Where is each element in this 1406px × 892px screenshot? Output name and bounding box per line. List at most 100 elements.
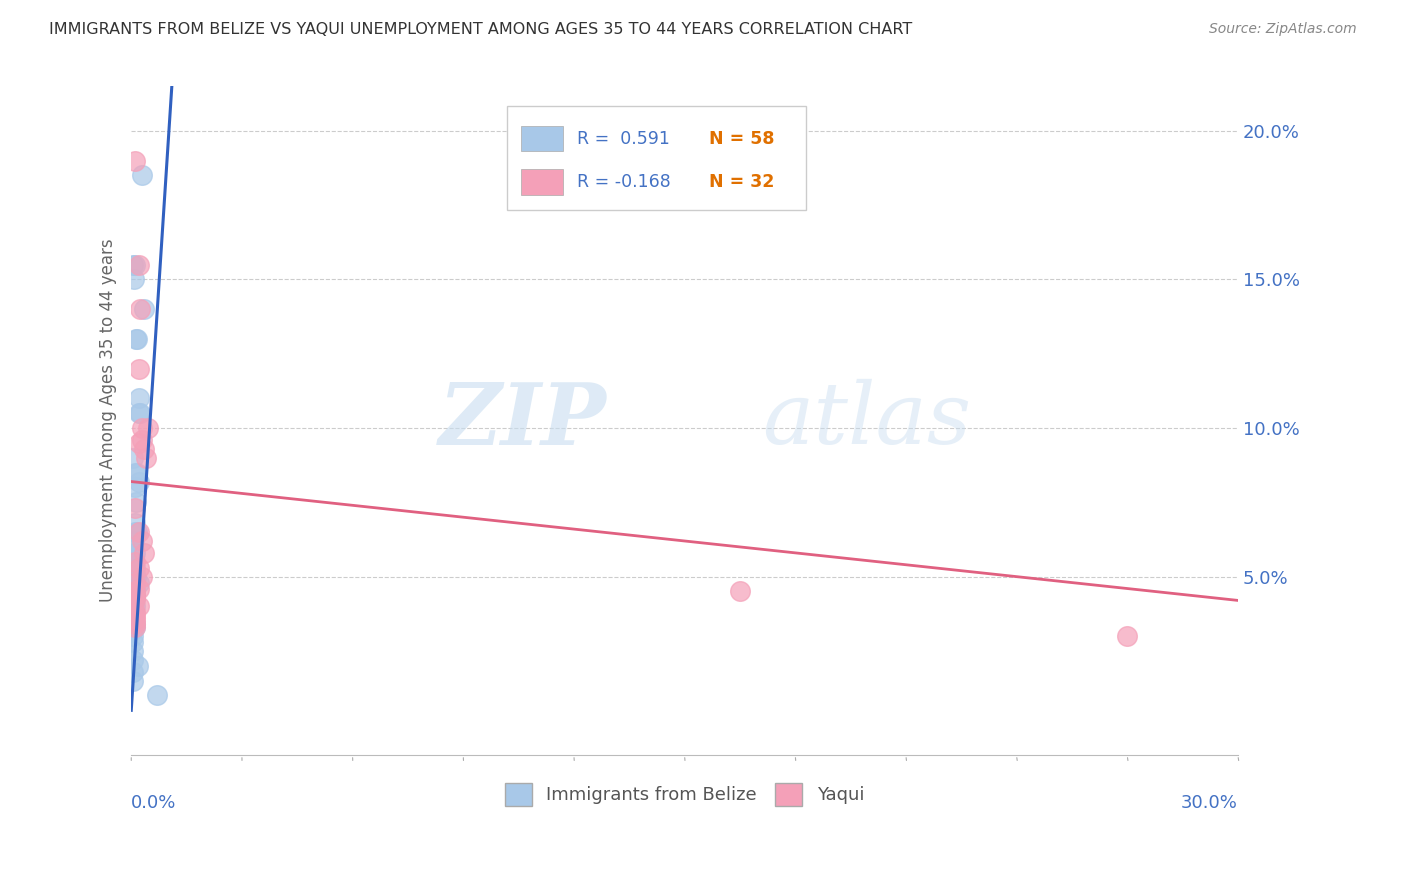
- Point: [122, 644, 145, 658]
- Point: [129, 406, 152, 420]
- Point: [124, 584, 146, 599]
- Point: [125, 332, 148, 346]
- Point: [124, 501, 146, 516]
- Point: [124, 617, 146, 632]
- Text: 30.0%: 30.0%: [1181, 794, 1237, 812]
- Point: [131, 533, 153, 548]
- Point: [122, 611, 145, 625]
- Text: 0.0%: 0.0%: [131, 794, 177, 812]
- Point: [122, 635, 145, 649]
- Point: [122, 540, 145, 554]
- Point: [124, 569, 146, 583]
- Point: [122, 555, 145, 569]
- Point: [128, 560, 150, 574]
- Point: [125, 466, 148, 480]
- Point: [124, 555, 146, 569]
- FancyBboxPatch shape: [520, 126, 562, 152]
- Point: [124, 587, 146, 601]
- Point: [128, 392, 150, 406]
- Text: N = 32: N = 32: [709, 173, 775, 191]
- Point: [124, 605, 146, 619]
- Point: [128, 406, 150, 420]
- Text: IMMIGRANTS FROM BELIZE VS YAQUI UNEMPLOYMENT AMONG AGES 35 TO 44 YEARS CORRELATI: IMMIGRANTS FROM BELIZE VS YAQUI UNEMPLOY…: [49, 22, 912, 37]
- Point: [122, 629, 145, 643]
- Point: [124, 524, 146, 539]
- Point: [131, 433, 153, 447]
- Point: [122, 575, 145, 590]
- Point: [122, 593, 145, 607]
- Point: [122, 623, 145, 637]
- Point: [122, 596, 145, 610]
- Text: R =  0.591: R = 0.591: [578, 129, 671, 147]
- Point: [134, 442, 156, 456]
- Point: [1116, 629, 1139, 643]
- Point: [136, 421, 159, 435]
- Point: [122, 653, 145, 667]
- Point: [122, 258, 145, 272]
- Point: [124, 258, 146, 272]
- Point: [122, 584, 145, 599]
- Point: [124, 481, 146, 495]
- Text: N = 58: N = 58: [709, 129, 775, 147]
- Point: [124, 617, 146, 632]
- Point: [124, 611, 146, 625]
- Point: [122, 599, 145, 614]
- Point: [128, 436, 150, 450]
- Point: [124, 593, 146, 607]
- Point: [122, 584, 145, 599]
- Point: [122, 673, 145, 688]
- Point: [128, 582, 150, 596]
- Point: [131, 421, 153, 435]
- Point: [124, 560, 146, 574]
- Point: [124, 546, 146, 560]
- Point: [728, 584, 751, 599]
- Point: [122, 555, 145, 569]
- Point: [128, 524, 150, 539]
- Point: [122, 614, 145, 628]
- Point: [127, 658, 149, 673]
- Point: [125, 524, 148, 539]
- Point: [124, 466, 146, 480]
- Point: [124, 332, 146, 346]
- Point: [128, 599, 150, 614]
- Point: [124, 620, 146, 634]
- Point: [122, 605, 145, 619]
- Point: [122, 533, 145, 548]
- Point: [122, 272, 145, 286]
- Point: [128, 258, 150, 272]
- Point: [122, 602, 145, 616]
- Point: [124, 599, 146, 614]
- Point: [131, 169, 153, 183]
- FancyBboxPatch shape: [520, 169, 562, 194]
- Point: [134, 302, 156, 317]
- Point: [128, 475, 150, 489]
- Point: [128, 361, 150, 376]
- Point: [129, 302, 152, 317]
- Point: [124, 587, 146, 601]
- Text: R = -0.168: R = -0.168: [578, 173, 671, 191]
- Point: [122, 549, 145, 563]
- Legend: Immigrants from Belize, Yaqui: Immigrants from Belize, Yaqui: [498, 776, 872, 813]
- Point: [124, 582, 146, 596]
- Point: [122, 593, 145, 607]
- Point: [124, 516, 146, 530]
- Point: [124, 620, 146, 634]
- Point: [128, 575, 150, 590]
- Text: Source: ZipAtlas.com: Source: ZipAtlas.com: [1209, 22, 1357, 37]
- Point: [134, 546, 156, 560]
- Point: [131, 569, 153, 583]
- Point: [122, 591, 145, 605]
- Text: ZIP: ZIP: [439, 379, 607, 462]
- Text: atlas: atlas: [762, 379, 972, 462]
- Y-axis label: Unemployment Among Ages 35 to 44 years: Unemployment Among Ages 35 to 44 years: [100, 239, 117, 602]
- FancyBboxPatch shape: [508, 106, 806, 210]
- Point: [146, 689, 169, 703]
- Point: [122, 450, 145, 465]
- Point: [124, 153, 146, 168]
- Point: [124, 608, 146, 623]
- Point: [122, 608, 145, 623]
- Point: [124, 591, 146, 605]
- Point: [122, 587, 145, 601]
- Point: [122, 665, 145, 679]
- Point: [124, 591, 146, 605]
